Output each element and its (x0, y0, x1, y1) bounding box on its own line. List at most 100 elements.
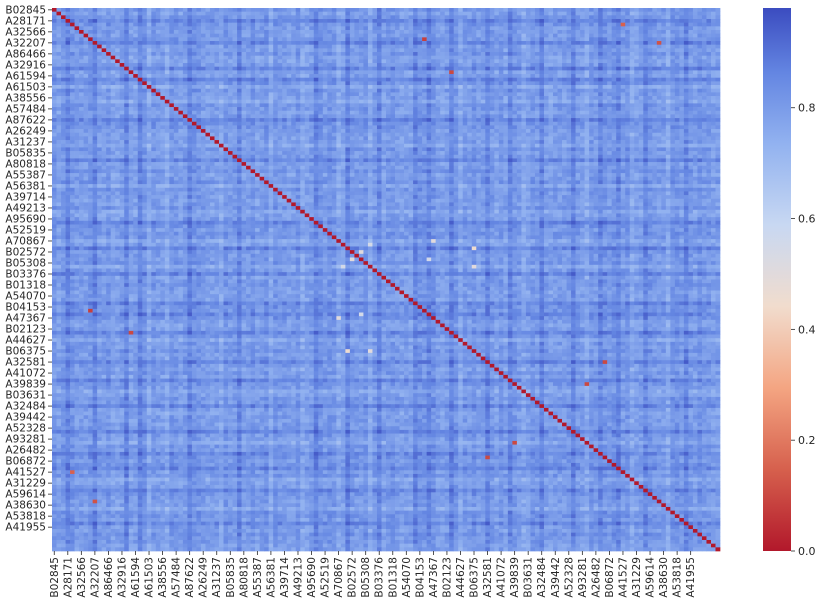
heatmap-cell (422, 122, 427, 126)
heatmap-cell (481, 12, 486, 16)
heatmap-cell (345, 63, 350, 67)
heatmap-cell (372, 118, 377, 122)
heatmap-cell (169, 19, 174, 23)
heatmap-cell (115, 78, 120, 82)
heatmap-cell (562, 8, 567, 12)
heatmap-cell (205, 12, 210, 16)
heatmap-cell (413, 19, 418, 23)
heatmap-cell (490, 26, 495, 30)
heatmap-cell (309, 100, 314, 104)
heatmap-cell (476, 129, 481, 133)
heatmap-cell (580, 23, 585, 27)
heatmap-cell (381, 103, 386, 107)
heatmap-cell (287, 74, 292, 78)
heatmap-cell (264, 37, 269, 41)
heatmap-cell (675, 45, 680, 49)
heatmap-cell (372, 37, 377, 41)
heatmap-cell (544, 122, 549, 126)
heatmap-cell (666, 89, 671, 93)
heatmap-cell (652, 52, 657, 56)
heatmap-cell (670, 12, 675, 16)
heatmap-cell (512, 85, 517, 89)
heatmap-cell (571, 37, 576, 41)
heatmap-cell (273, 129, 278, 133)
heatmap-cell (147, 70, 152, 74)
heatmap-cell (621, 12, 626, 16)
heatmap-cell (404, 100, 409, 104)
heatmap-cell (246, 41, 251, 45)
heatmap-cell (242, 41, 247, 45)
heatmap-cell (449, 52, 454, 56)
heatmap-cell (178, 56, 183, 60)
heatmap-cell (233, 8, 238, 12)
heatmap-cell (616, 78, 621, 82)
heatmap-cell (66, 59, 71, 63)
heatmap-cell (598, 26, 603, 30)
heatmap-cell (106, 45, 111, 49)
heatmap-cell (472, 81, 477, 85)
heatmap-cell (120, 34, 125, 38)
heatmap-cell (273, 59, 278, 63)
heatmap-cell (476, 63, 481, 67)
heatmap-cell (404, 125, 409, 129)
heatmap-cell (445, 107, 450, 111)
heatmap-cell (693, 81, 698, 85)
heatmap-cell (688, 89, 693, 93)
heatmap-cell (666, 15, 671, 19)
heatmap-cell (715, 63, 720, 67)
heatmap-cell (553, 45, 558, 49)
heatmap-cell (449, 114, 454, 118)
heatmap-cell (269, 56, 274, 60)
heatmap-cell (318, 52, 323, 56)
heatmap-cell (224, 103, 229, 107)
heatmap-cell (512, 63, 517, 67)
heatmap-cell (440, 70, 445, 74)
heatmap-cell (318, 48, 323, 52)
heatmap-cell (111, 41, 116, 45)
heatmap-cell (174, 45, 179, 49)
heatmap-cell (576, 8, 581, 12)
heatmap-cell (666, 92, 671, 96)
heatmap-cell (643, 67, 648, 71)
heatmap-cell (688, 114, 693, 118)
heatmap-cell (75, 34, 80, 38)
heatmap-cell (467, 111, 472, 115)
heatmap-cell (205, 100, 210, 104)
heatmap-cell (512, 12, 517, 16)
heatmap-cell (341, 23, 346, 27)
heatmap-cell (341, 63, 346, 67)
heatmap-cell (594, 37, 599, 41)
heatmap-cell (251, 52, 256, 56)
heatmap-cell (269, 107, 274, 111)
heatmap-cell (305, 23, 310, 27)
heatmap-cell (345, 34, 350, 38)
heatmap-cell (517, 45, 522, 49)
heatmap-cell (138, 107, 143, 111)
heatmap-cell (612, 48, 617, 52)
heatmap-cell (661, 52, 666, 56)
heatmap-cell (323, 81, 328, 85)
heatmap-cell (603, 114, 608, 118)
heatmap-cell (630, 26, 635, 30)
heatmap-cell (102, 56, 107, 60)
heatmap-cell (291, 41, 296, 45)
heatmap-cell (354, 12, 359, 16)
heatmap-cell (562, 81, 567, 85)
heatmap-cell (160, 81, 165, 85)
heatmap-cell (539, 103, 544, 107)
heatmap-cell (372, 92, 377, 96)
heatmap-cell (467, 92, 472, 96)
heatmap-cell (481, 129, 486, 133)
heatmap-cell (61, 96, 66, 100)
heatmap-cell (418, 63, 423, 67)
heatmap-cell (368, 48, 373, 52)
heatmap-cell (300, 89, 305, 93)
heatmap-cell (156, 89, 161, 93)
heatmap-cell (350, 111, 355, 115)
heatmap-cell (84, 37, 89, 41)
heatmap-cell (332, 23, 337, 27)
heatmap-cell (553, 74, 558, 78)
heatmap-cell (454, 59, 459, 63)
heatmap-cell (391, 100, 396, 104)
heatmap-cell (711, 30, 716, 34)
